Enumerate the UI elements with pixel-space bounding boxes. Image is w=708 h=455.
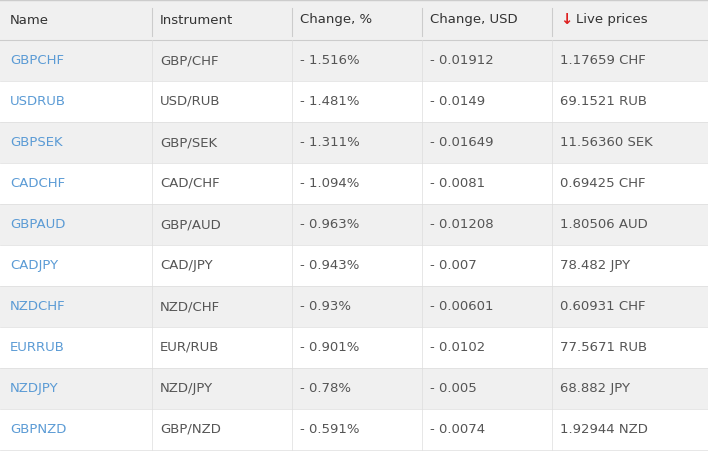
Text: ↓: ↓ xyxy=(560,12,572,27)
Text: GBP/NZD: GBP/NZD xyxy=(160,423,221,436)
Text: - 0.591%: - 0.591% xyxy=(300,423,360,436)
Text: Live prices: Live prices xyxy=(576,14,648,26)
Bar xyxy=(0,368,708,409)
Text: Change, %: Change, % xyxy=(300,14,372,26)
Bar xyxy=(0,409,708,450)
Text: - 0.005: - 0.005 xyxy=(430,382,476,395)
Text: - 0.943%: - 0.943% xyxy=(300,259,360,272)
Bar xyxy=(0,204,708,245)
Bar xyxy=(0,245,708,286)
Text: GBPNZD: GBPNZD xyxy=(10,423,67,436)
Text: Change, USD: Change, USD xyxy=(430,14,518,26)
Bar xyxy=(0,81,708,122)
Bar xyxy=(0,0,708,40)
Text: 68.882 JPY: 68.882 JPY xyxy=(560,382,630,395)
Bar xyxy=(0,327,708,368)
Text: - 0.963%: - 0.963% xyxy=(300,218,360,231)
Bar xyxy=(0,122,708,163)
Text: - 0.007: - 0.007 xyxy=(430,259,476,272)
Bar xyxy=(0,286,708,327)
Text: 69.1521 RUB: 69.1521 RUB xyxy=(560,95,647,108)
Text: 11.56360 SEK: 11.56360 SEK xyxy=(560,136,653,149)
Text: - 1.481%: - 1.481% xyxy=(300,95,360,108)
Text: 1.92944 NZD: 1.92944 NZD xyxy=(560,423,648,436)
Text: NZDJPY: NZDJPY xyxy=(10,382,59,395)
Text: GBP/SEK: GBP/SEK xyxy=(160,136,217,149)
Text: - 0.01912: - 0.01912 xyxy=(430,54,493,67)
Bar xyxy=(0,40,708,81)
Text: GBP/CHF: GBP/CHF xyxy=(160,54,219,67)
Text: CAD/CHF: CAD/CHF xyxy=(160,177,219,190)
Text: EUR/RUB: EUR/RUB xyxy=(160,341,219,354)
Text: EURRUB: EURRUB xyxy=(10,341,65,354)
Text: - 0.0081: - 0.0081 xyxy=(430,177,485,190)
Text: NZD/JPY: NZD/JPY xyxy=(160,382,213,395)
Text: - 0.0102: - 0.0102 xyxy=(430,341,485,354)
Text: - 0.01208: - 0.01208 xyxy=(430,218,493,231)
Text: - 0.93%: - 0.93% xyxy=(300,300,351,313)
Text: USD/RUB: USD/RUB xyxy=(160,95,220,108)
Bar xyxy=(0,163,708,204)
Text: - 0.00601: - 0.00601 xyxy=(430,300,493,313)
Text: - 1.516%: - 1.516% xyxy=(300,54,360,67)
Text: GBPAUD: GBPAUD xyxy=(10,218,65,231)
Text: GBPSEK: GBPSEK xyxy=(10,136,62,149)
Text: Name: Name xyxy=(10,14,49,26)
Text: - 1.094%: - 1.094% xyxy=(300,177,360,190)
Text: CADJPY: CADJPY xyxy=(10,259,58,272)
Text: - 0.01649: - 0.01649 xyxy=(430,136,493,149)
Text: 1.17659 CHF: 1.17659 CHF xyxy=(560,54,646,67)
Text: CADCHF: CADCHF xyxy=(10,177,65,190)
Text: 1.80506 AUD: 1.80506 AUD xyxy=(560,218,648,231)
Text: Instrument: Instrument xyxy=(160,14,233,26)
Text: - 1.311%: - 1.311% xyxy=(300,136,360,149)
Text: USDRUB: USDRUB xyxy=(10,95,66,108)
Text: NZDCHF: NZDCHF xyxy=(10,300,66,313)
Text: - 0.78%: - 0.78% xyxy=(300,382,351,395)
Text: GBPCHF: GBPCHF xyxy=(10,54,64,67)
Text: - 0.901%: - 0.901% xyxy=(300,341,360,354)
Text: 77.5671 RUB: 77.5671 RUB xyxy=(560,341,647,354)
Text: - 0.0149: - 0.0149 xyxy=(430,95,485,108)
Text: - 0.0074: - 0.0074 xyxy=(430,423,485,436)
Text: 0.69425 CHF: 0.69425 CHF xyxy=(560,177,646,190)
Text: CAD/JPY: CAD/JPY xyxy=(160,259,212,272)
Text: 0.60931 CHF: 0.60931 CHF xyxy=(560,300,646,313)
Text: NZD/CHF: NZD/CHF xyxy=(160,300,220,313)
Text: 78.482 JPY: 78.482 JPY xyxy=(560,259,630,272)
Text: GBP/AUD: GBP/AUD xyxy=(160,218,221,231)
